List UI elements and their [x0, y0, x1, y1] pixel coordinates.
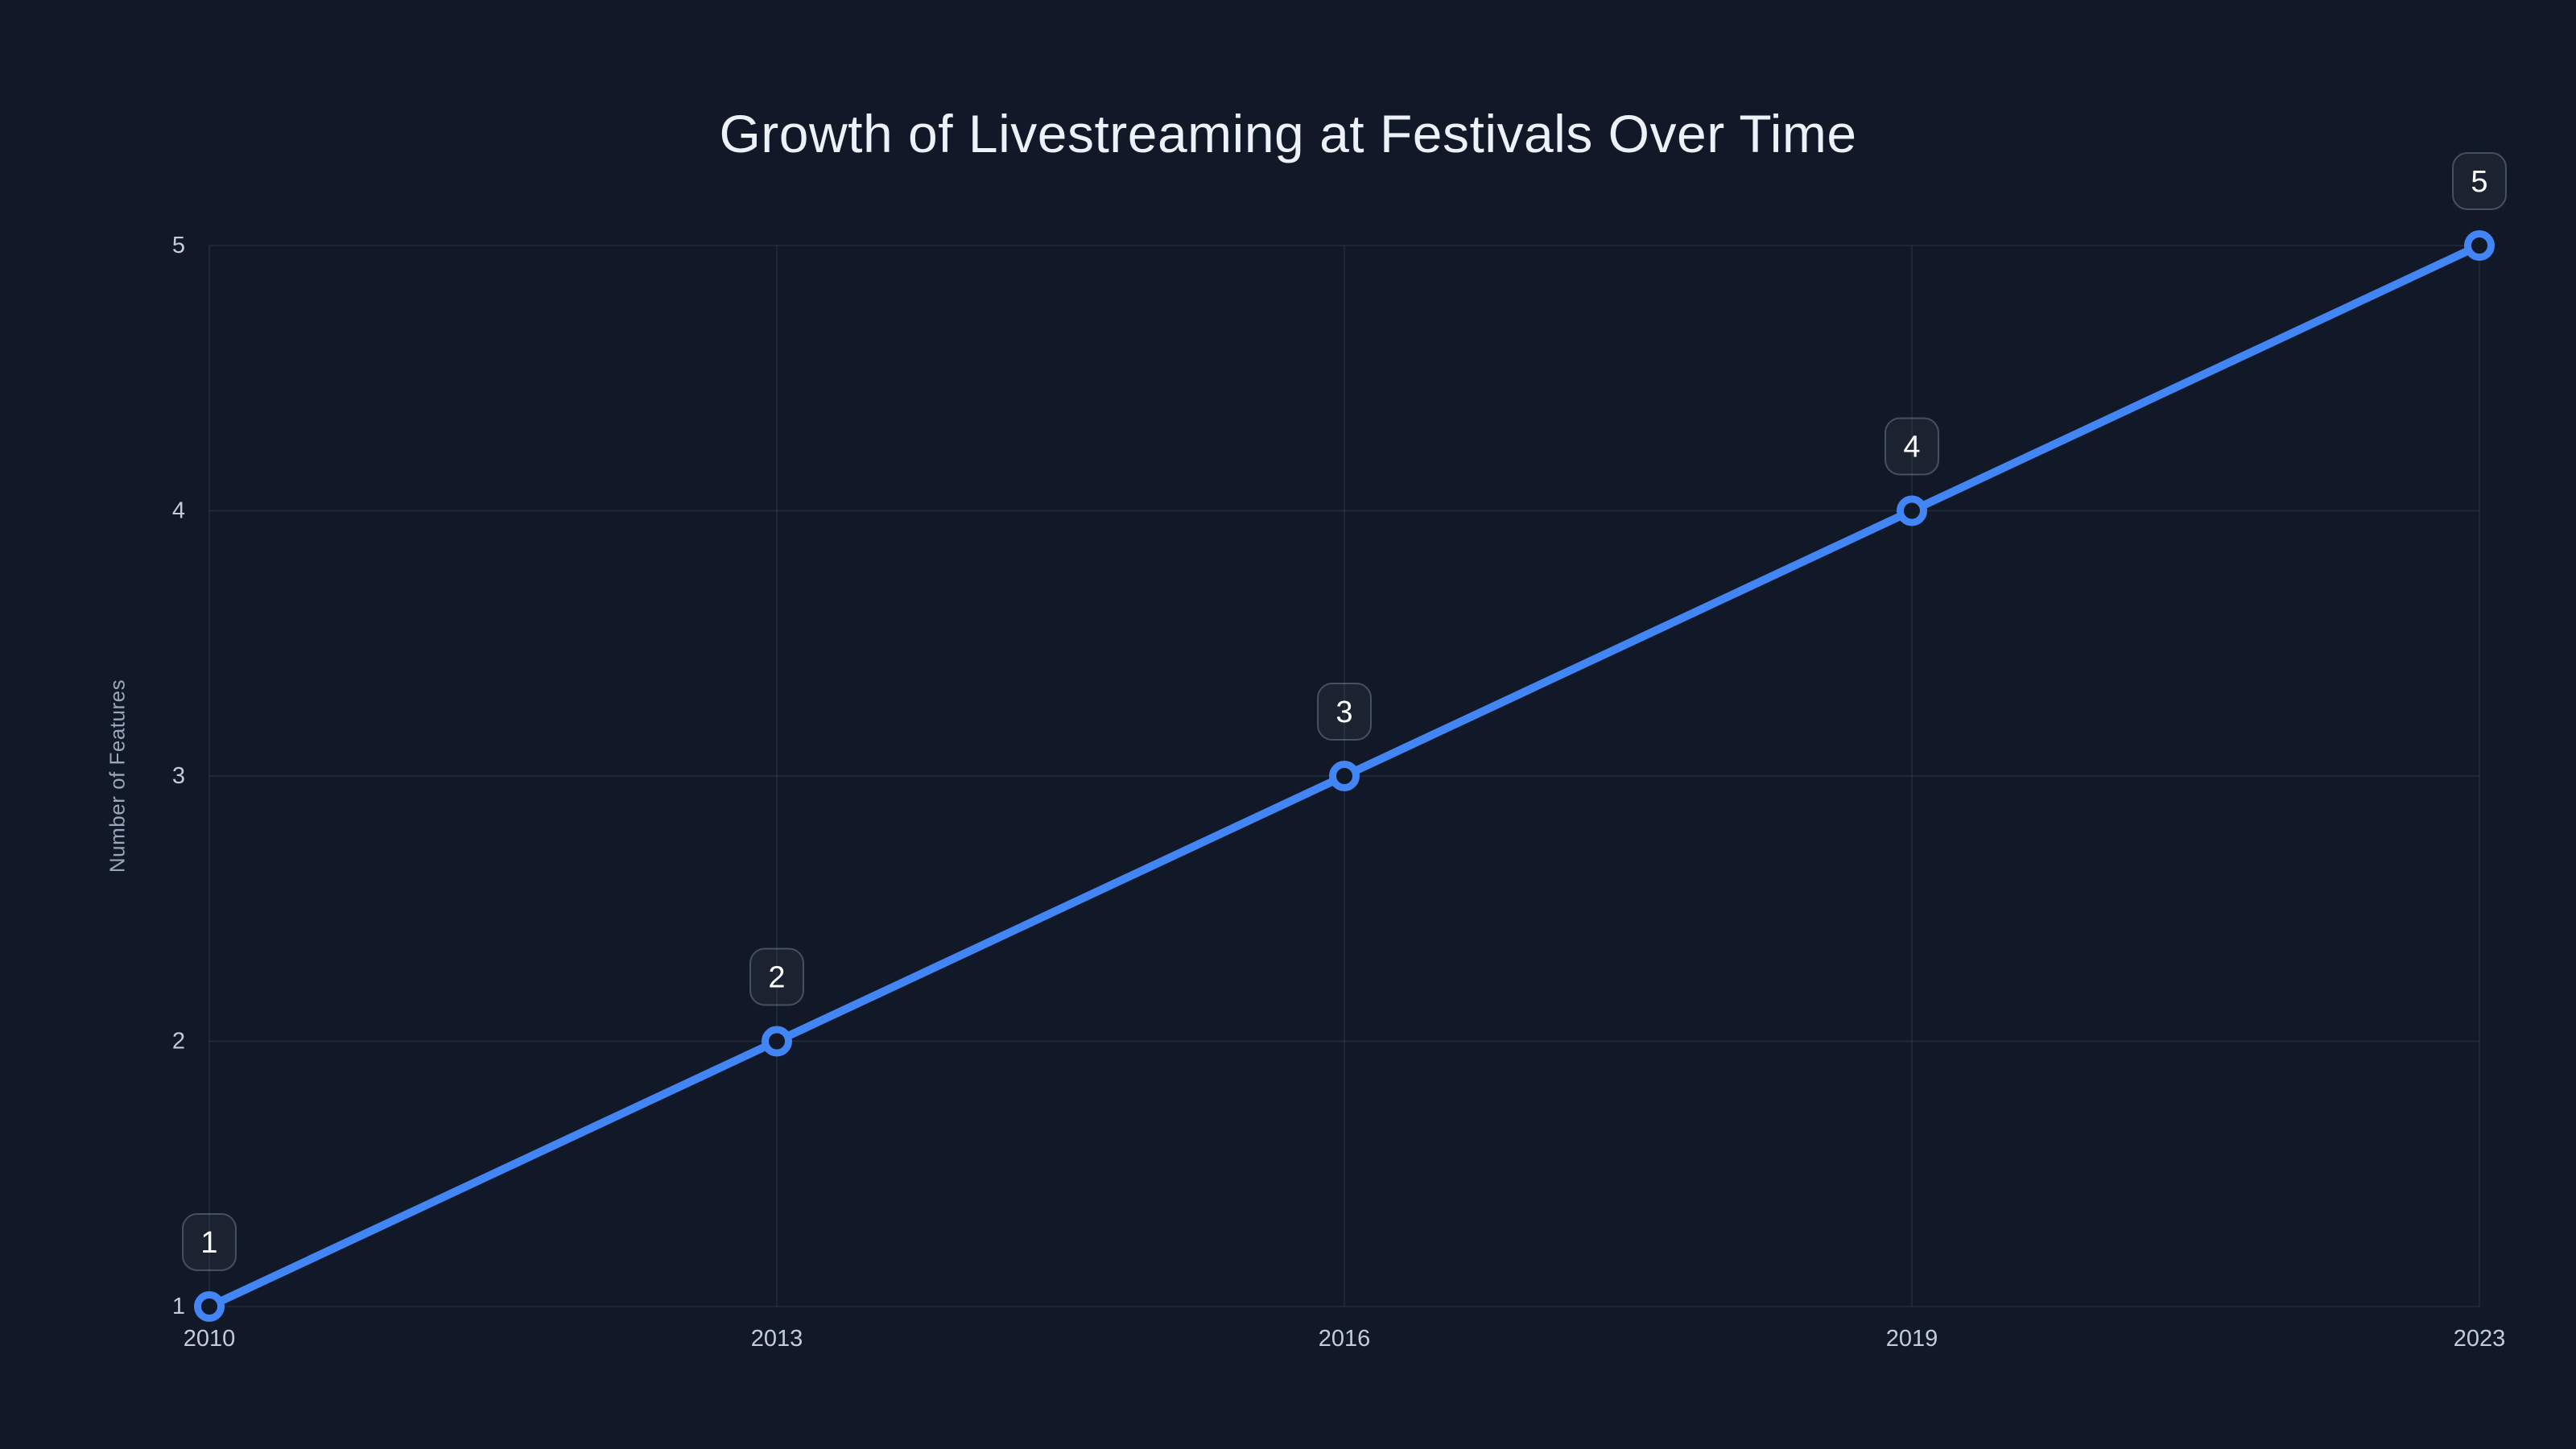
data-label-box	[2452, 152, 2507, 210]
data-label-box	[182, 1213, 237, 1271]
data-label-text: 3	[1335, 696, 1352, 729]
x-tick-label: 2010	[184, 1326, 236, 1352]
data-label-text: 4	[1903, 431, 1920, 464]
y-tick-label: 2	[172, 1029, 185, 1055]
y-tick-label: 5	[172, 233, 185, 258]
x-tick-label: 2023	[2454, 1326, 2506, 1352]
x-tick-label: 2019	[1886, 1326, 1938, 1352]
x-tick-label: 2013	[751, 1326, 803, 1352]
y-tick-label: 4	[172, 498, 185, 524]
data-label-box	[1317, 683, 1372, 741]
data-label-text: 2	[768, 961, 785, 995]
data-label-text: 1	[200, 1226, 217, 1260]
y-tick-label: 1	[172, 1294, 185, 1319]
data-label-box	[749, 947, 804, 1006]
chart-title: Growth of Livestreaming at Festivals Ove…	[719, 104, 1857, 163]
data-label-box	[1885, 417, 1939, 476]
y-tick-label: 3	[172, 763, 185, 789]
data-point-marker[interactable]	[194, 1291, 225, 1322]
data-point-marker[interactable]	[1329, 761, 1360, 791]
data-point-marker[interactable]	[762, 1026, 792, 1057]
x-tick-label: 2016	[1319, 1326, 1371, 1352]
data-label-text: 5	[2471, 165, 2487, 199]
data-point-marker[interactable]	[2464, 230, 2495, 261]
data-point-marker[interactable]	[1897, 495, 1927, 526]
